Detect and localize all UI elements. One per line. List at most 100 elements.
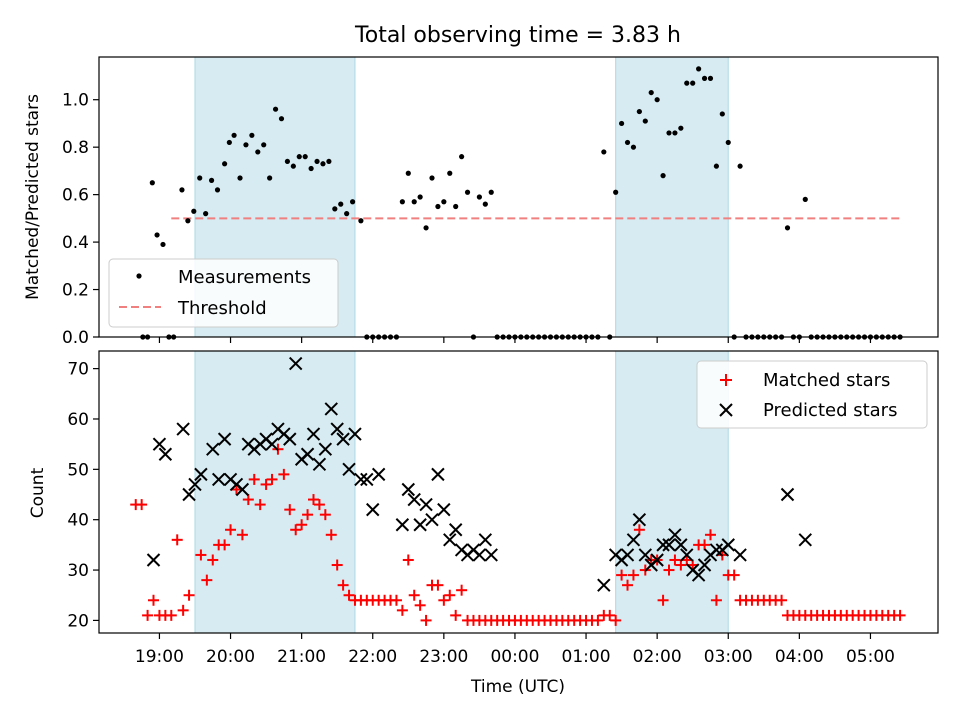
predicted-stars-point xyxy=(289,356,303,371)
measurement-point xyxy=(684,80,690,86)
measurement-point xyxy=(784,225,791,231)
x-tick-label: 20:00 xyxy=(206,647,255,667)
measurement-point xyxy=(630,144,637,150)
measurement-point xyxy=(179,187,185,193)
measurement-point xyxy=(411,199,417,205)
measurement-point xyxy=(320,161,326,167)
measurement-point xyxy=(349,199,356,205)
measurement-point xyxy=(344,211,350,217)
ratio-legend: Measurements Threshold xyxy=(108,258,339,328)
measurement-point xyxy=(185,218,191,224)
matched-stars-point xyxy=(728,569,740,581)
matched-stars-point xyxy=(438,594,450,606)
predicted-stars-point xyxy=(484,548,498,562)
predicted-stars-point xyxy=(146,553,161,567)
measurement-point xyxy=(399,199,405,205)
count-plot-frame xyxy=(98,350,939,634)
matched-stars-point xyxy=(290,524,302,536)
measurement-point xyxy=(737,163,743,169)
predicted-stars-point xyxy=(306,427,321,441)
measurement-point xyxy=(488,189,494,195)
measurement-point xyxy=(243,142,249,148)
ratio-y-tick-label: 1.0 xyxy=(62,91,89,111)
measurement-point xyxy=(302,154,308,160)
predicted-stars-point xyxy=(158,447,173,461)
matched-stars-point xyxy=(242,494,254,506)
count-y-tick-label: 20 xyxy=(67,611,89,631)
predicted-stars-point xyxy=(662,538,676,552)
matched-stars-point xyxy=(699,539,711,551)
matched-stars-point xyxy=(177,604,189,616)
predicted-stars-point xyxy=(431,467,445,482)
x-tick-label: 23:00 xyxy=(419,647,468,667)
measurement-point xyxy=(278,116,285,122)
chart-title: Total observing time = 3.83 h xyxy=(354,23,681,48)
measurement-point xyxy=(290,163,296,169)
measurement-point xyxy=(214,187,221,193)
ratio-y-tick-label: 0.6 xyxy=(62,186,89,206)
matched-stars-point xyxy=(142,609,154,621)
measurement-point xyxy=(719,111,725,117)
predicted-stars-point xyxy=(419,497,433,512)
predicted-stars-point xyxy=(650,553,664,567)
measurement-point xyxy=(149,180,155,186)
matched-stars-point xyxy=(201,574,213,586)
predicted-stars-point xyxy=(632,512,647,527)
predicted-stars-point xyxy=(733,548,747,562)
count-y-axis-label: Count xyxy=(28,467,48,518)
measurement-point xyxy=(701,75,708,81)
measurement-point xyxy=(267,175,273,181)
matched-stars-point xyxy=(325,529,337,541)
matched-stars-point xyxy=(183,589,195,601)
predicted-stars-point xyxy=(680,548,694,562)
legend-measurements-label: Measurements xyxy=(178,267,311,288)
measurement-point xyxy=(338,201,344,207)
ratio-plot-frame xyxy=(98,56,939,338)
matched-stars-point xyxy=(225,524,237,536)
matched-stars-point xyxy=(296,519,308,531)
predicted-stars-point xyxy=(413,518,427,532)
matched-stars-point xyxy=(319,509,331,521)
measurement-point xyxy=(296,154,302,160)
matched-stars-point xyxy=(420,614,432,626)
legend-measurements-marker xyxy=(136,273,142,279)
measurement-point xyxy=(707,75,714,81)
measurement-point xyxy=(482,201,488,207)
matched-stars-point xyxy=(622,579,634,591)
measurement-point xyxy=(249,132,255,138)
measurement-point xyxy=(447,170,453,176)
measurement-point xyxy=(332,206,338,212)
predicted-stars-point xyxy=(152,437,167,451)
predicted-stars-point xyxy=(312,457,327,472)
predicted-stars-point xyxy=(437,502,451,517)
matched-stars-point xyxy=(592,614,604,626)
matched-stars-point xyxy=(236,529,248,541)
measurement-point xyxy=(453,203,459,210)
predicted-stars-point xyxy=(709,543,724,557)
matched-stars-point xyxy=(248,473,260,485)
measurement-point xyxy=(405,170,411,176)
predicted-stars-point xyxy=(674,538,688,552)
predicted-stars-point xyxy=(448,523,463,537)
measurement-point xyxy=(613,189,619,195)
predicted-stars-point xyxy=(425,512,439,527)
ratio-y-tick-label: 0.2 xyxy=(62,281,89,301)
measurement-point xyxy=(154,232,160,238)
predicted-stars-point xyxy=(194,467,208,482)
measurement-point xyxy=(725,139,731,146)
predicted-stars-point xyxy=(336,432,350,446)
legend-matched-label: Matched stars xyxy=(763,370,890,391)
matched-stars-point xyxy=(343,589,355,601)
ratio-y-tick-label: 0.8 xyxy=(62,138,89,158)
predicted-stars-point xyxy=(472,548,487,562)
measurement-point xyxy=(308,165,314,172)
ratio-y-tick-label: 0.4 xyxy=(62,233,89,253)
predicted-stars-point xyxy=(176,422,190,436)
predicted-stars-point xyxy=(217,432,232,446)
predicted-stars-point xyxy=(697,558,712,572)
matched-stars-point xyxy=(219,539,231,551)
count-observing-window-1 xyxy=(194,350,356,634)
matched-stars-point xyxy=(704,529,716,541)
matched-stars-point xyxy=(408,589,420,601)
